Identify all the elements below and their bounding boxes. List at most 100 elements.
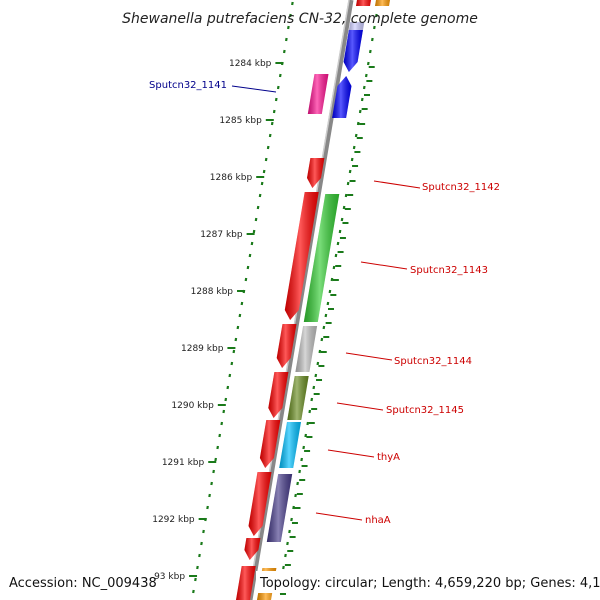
guide-inner-dot (222, 409, 226, 414)
guide-inner-dot (244, 277, 248, 282)
guide-outer-dot (332, 265, 336, 270)
guide-outer-dot (338, 229, 342, 234)
gene-features (236, 0, 391, 600)
gene-label-thya[interactable]: thyA (377, 452, 400, 463)
guide-inner-dot (230, 361, 234, 366)
guide-outer-dot (290, 517, 293, 522)
gene-sputcn32-1143[interactable] (303, 194, 340, 322)
gene-inner-red-bottom[interactable] (236, 566, 256, 600)
guide-outer-dot (308, 409, 312, 414)
callout-line (336, 402, 384, 411)
guide-inner-dot (238, 313, 242, 318)
gene-label-sputcn32-1141[interactable]: Sputcn32_1141 (149, 80, 227, 91)
gene-sputcn32-1142[interactable] (307, 158, 325, 188)
guide-inner-dot (232, 349, 236, 354)
guide-outer-dot (322, 325, 326, 330)
callout-sputcn32-1142[interactable]: Sputcn32_1142 (373, 180, 500, 193)
guide-outer-dot (360, 97, 364, 102)
callout-line (231, 85, 277, 93)
gene-sputcn32-1141-shade (307, 74, 329, 114)
scale-tick: 1289 kbp (181, 344, 236, 354)
guide-inner-dot (226, 385, 230, 390)
gene-thya-shade (279, 422, 301, 468)
topology-text: Topology: circular; Length: 4,659,220 bp… (259, 576, 600, 591)
guide-inner-dot (287, 25, 290, 30)
callout-thya[interactable]: thyA (327, 449, 400, 463)
gene-reverse-1-shade (343, 30, 363, 72)
gene-inner-red-2[interactable] (276, 324, 297, 368)
tick-label: 1293 kbp (143, 572, 186, 582)
callout-sputcn32-1141[interactable]: Sputcn32_1141 (149, 80, 277, 93)
gene-sputcn32-1145[interactable] (287, 376, 309, 420)
guide-outer-dot (348, 169, 352, 174)
gene-sputcn32-1145-shade (287, 376, 309, 420)
guide-outer-dot (326, 301, 330, 306)
scale-tick: 1287 kbp (200, 230, 255, 240)
guide-inner-dot (256, 205, 260, 210)
guide-inner-dot (285, 37, 288, 42)
callout-sputcn32-1143[interactable]: Sputcn32_1143 (360, 261, 488, 276)
accession-text: Accession: NC_009438 (9, 576, 157, 591)
gene-inner-red-6[interactable] (244, 538, 261, 560)
guide-inner-dot (274, 97, 278, 102)
guide-outer-dot (352, 145, 356, 150)
guide-outer-dot (368, 49, 372, 54)
gene-nhaa[interactable] (266, 474, 293, 542)
guide-outer-dot (354, 133, 358, 138)
guide-inner-dot (270, 121, 274, 126)
gene-reverse-2[interactable] (332, 76, 352, 118)
gene-inner-red-5[interactable] (248, 472, 272, 536)
gene-label-sputcn32-1143[interactable]: Sputcn32_1143 (410, 265, 488, 276)
gene-label-sputcn32-1144[interactable]: Sputcn32_1144 (394, 356, 472, 367)
callout-line (345, 352, 393, 361)
guide-inner-dot (208, 493, 211, 498)
callout-sputcn32-1144[interactable]: Sputcn32_1144 (345, 352, 472, 367)
callout-line (315, 512, 363, 521)
gene-thya[interactable] (279, 422, 301, 468)
guide-inner-dot (282, 49, 286, 54)
scale-tick: 1288 kbp (191, 287, 246, 297)
gene-red-top-edge[interactable] (356, 0, 372, 6)
guide-outer-dot (314, 373, 318, 378)
scale-ticks: 1284 kbp 1285 kbp 1286 kbp 1287 kbp 1288 kbp… (143, 59, 375, 595)
gene-sputcn32-1144[interactable] (295, 326, 318, 372)
guide-inner-dot (262, 169, 266, 174)
tick-label: 1291 kbp (162, 458, 205, 468)
guide-inner-dot (220, 421, 224, 426)
callout-nhaa[interactable]: nhaA (315, 512, 391, 526)
gene-reverse-1[interactable] (343, 30, 363, 72)
guide-outer-dot (334, 253, 338, 258)
guide-outer-dot (340, 217, 344, 222)
tick-label: 1286 kbp (210, 173, 253, 183)
gene-callouts: Sputcn32_1141 Sputcn32_1142 Sputcn32_1143 S… (149, 80, 500, 526)
gene-sputcn32-1141[interactable] (307, 74, 329, 114)
gene-label-nhaa[interactable]: nhaA (365, 515, 391, 526)
scale-tick: 1293 kbp (143, 572, 198, 582)
gene-inner-red-2-shade (276, 324, 297, 368)
guide-inner-dot (268, 133, 272, 138)
guide-outer-dot (330, 277, 334, 282)
guide-inner-dot (254, 217, 258, 222)
gene-label-sputcn32-1142[interactable]: Sputcn32_1142 (422, 182, 500, 193)
callout-sputcn32-1145[interactable]: Sputcn32_1145 (336, 402, 464, 416)
guide-inner-dot (240, 301, 244, 306)
gene-inner-red-3[interactable] (268, 372, 289, 418)
tick-label: 1292 kbp (152, 515, 195, 525)
guide-outer-dot (356, 121, 360, 126)
gene-orange-top-edge[interactable] (375, 0, 391, 6)
gene-inner-red-4[interactable] (259, 420, 281, 468)
guide-inner-dot (272, 109, 276, 114)
guide-outer-dot (312, 385, 316, 390)
callout-line (373, 180, 421, 189)
guide-inner-dot (248, 253, 252, 258)
gene-inner-red-1-shade (284, 192, 319, 320)
guide-inner-dot (206, 505, 209, 510)
gene-red-top-edge-shade (356, 0, 371, 6)
guide-outer-dot (300, 457, 303, 462)
gene-inner-red-1[interactable] (284, 192, 319, 320)
gene-label-sputcn32-1145[interactable]: Sputcn32_1145 (386, 405, 464, 416)
guide-outer-dot (371, 37, 374, 42)
guide-outer-dot (296, 481, 299, 486)
guide-inner-dot (291, 1, 294, 6)
guide-outer-dot (373, 25, 376, 30)
